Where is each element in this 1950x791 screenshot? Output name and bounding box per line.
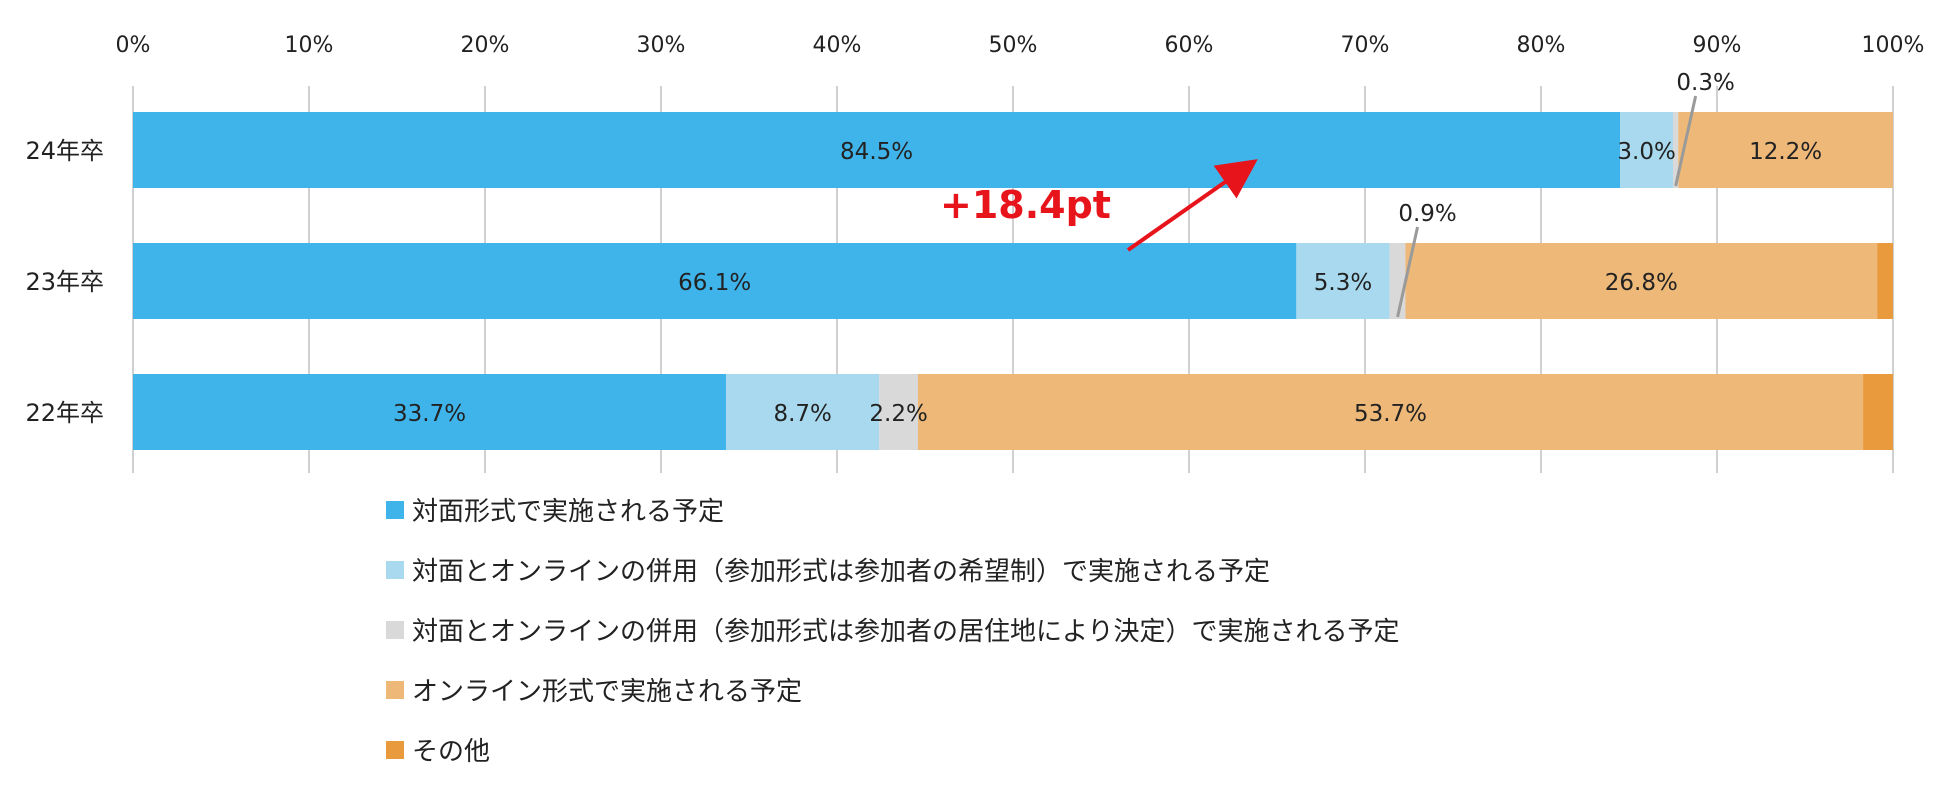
bar-segment: [1389, 243, 1406, 319]
x-tick-label: 20%: [461, 33, 510, 58]
legend-label: 対面とオンラインの併用（参加形式は参加者の希望制）で実施される予定: [412, 557, 1270, 587]
legend: 対面形式で実施される予定対面とオンラインの併用（参加形式は参加者の希望制）で実施…: [386, 497, 1399, 767]
data-label: 33.7%: [393, 401, 466, 427]
category-label: 23年卒: [25, 268, 104, 296]
legend-label: 対面形式で実施される予定: [412, 497, 724, 527]
annotation-arrow: [1126, 159, 1258, 252]
data-label: 0.3%: [1676, 70, 1734, 96]
data-label: 84.5%: [840, 139, 913, 165]
x-tick-label: 50%: [989, 33, 1038, 58]
annotation-text: +18.4pt: [940, 183, 1111, 227]
x-tick-label: 90%: [1693, 33, 1742, 58]
legend-swatch: [386, 561, 404, 579]
x-tick-label: 0%: [116, 33, 151, 58]
bar-segment: [917, 374, 1864, 450]
x-tick-label: 60%: [1165, 33, 1214, 58]
legend-swatch: [386, 621, 404, 639]
bar-segment: [879, 374, 918, 450]
legend-swatch: [386, 501, 404, 519]
legend-swatch: [386, 681, 404, 699]
data-label: 5.3%: [1314, 270, 1372, 296]
data-label: 0.9%: [1398, 201, 1456, 227]
bar-segment: [1673, 112, 1679, 188]
data-label: 2.2%: [869, 401, 927, 427]
category-label: 22年卒: [25, 399, 104, 427]
bar-segment: [133, 243, 1297, 319]
bar-segment: [1620, 112, 1673, 188]
bar-segment: [1877, 243, 1893, 319]
legend-label: オンライン形式で実施される予定: [412, 677, 802, 707]
data-label: 8.7%: [773, 401, 831, 427]
bar-segment: [1863, 374, 1893, 450]
bar-segment: [1296, 243, 1390, 319]
bar-segment: [1405, 243, 1878, 319]
leader-line: [1674, 95, 1698, 187]
leader-line: [1396, 226, 1420, 318]
data-label: 3.0%: [1617, 139, 1675, 165]
data-label: 53.7%: [1354, 401, 1427, 427]
legend-swatch: [386, 741, 404, 759]
x-axis-tick-labels: 0% 10% 20% 30% 40% 50% 60% 70% 80% 90% 100%: [116, 33, 1925, 58]
legend-label: 対面とオンラインの併用（参加形式は参加者の居住地により決定）で実施される予定: [412, 617, 1399, 647]
x-tick-label: 80%: [1517, 33, 1566, 58]
annotation: +18.4pt: [940, 159, 1258, 252]
bar-segment: [726, 374, 880, 450]
x-tick-label: 10%: [285, 33, 334, 58]
data-label: 26.8%: [1605, 270, 1678, 296]
bar-segment: [133, 112, 1621, 188]
x-tick-label: 40%: [813, 33, 862, 58]
x-tick-label: 100%: [1862, 33, 1925, 58]
x-tick-label: 70%: [1341, 33, 1390, 58]
data-labels: 84.5% 3.0% 0.3% 12.2% 66.1% 5.3% 0.9% 26.8% 33.7…: [393, 70, 1822, 427]
x-tick-label: 30%: [637, 33, 686, 58]
legend-label: その他: [412, 737, 490, 767]
data-label: 66.1%: [678, 270, 751, 296]
data-label: 12.2%: [1749, 139, 1822, 165]
bar-segments: [133, 112, 1893, 450]
bar-segment: [1678, 112, 1893, 188]
category-labels: 24年卒 23年卒 22年卒: [25, 137, 104, 427]
category-label: 24年卒: [25, 137, 104, 165]
bar-segment: [133, 374, 727, 450]
